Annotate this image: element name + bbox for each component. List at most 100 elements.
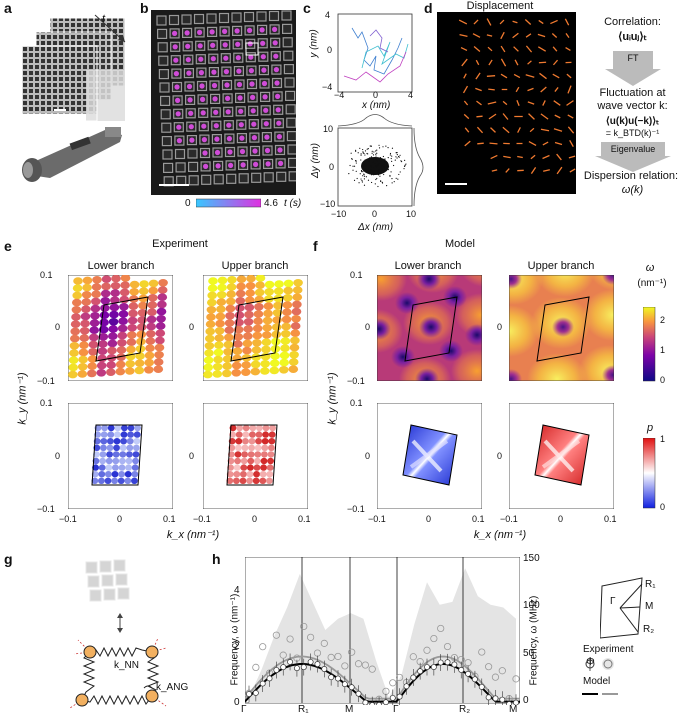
e-k-sample	[98, 340, 108, 348]
e-polarization-sample	[227, 464, 234, 471]
e-polarization-sample	[268, 438, 276, 445]
e-k-sample	[222, 355, 233, 363]
h-xtick-gamma1: Γ	[241, 704, 247, 715]
e-k-sample	[155, 322, 166, 330]
e-k-sample	[78, 355, 88, 364]
b-cell	[187, 148, 198, 159]
time-cb-min: 0	[185, 198, 191, 209]
e-k-sample	[226, 283, 237, 291]
e-k-sample	[216, 298, 227, 306]
b-cell	[256, 11, 267, 22]
e-k-sample	[244, 303, 255, 312]
displacement-arrow	[553, 100, 561, 106]
f-lower-minimum	[377, 318, 391, 340]
f-upper-minimum	[509, 275, 522, 289]
e-k-sample	[223, 340, 234, 349]
e-k-sample	[117, 324, 128, 333]
e-k-sample	[73, 277, 83, 285]
displacement-arrow	[552, 46, 558, 52]
time-cb-max: 4.6	[264, 198, 278, 209]
p-colorbar	[643, 438, 656, 509]
c-scatter-point	[371, 174, 373, 176]
e-k-sample	[157, 293, 168, 301]
e-k-sample	[273, 301, 283, 310]
c-scatter-point	[395, 177, 397, 179]
f-upper-maximum	[535, 275, 595, 297]
e-k-sample	[89, 326, 99, 334]
b-cell	[263, 172, 274, 183]
b-tracked-particle	[273, 53, 279, 59]
e-k-sample	[79, 341, 89, 349]
displacement-arrow	[486, 75, 496, 77]
e-k-sample	[135, 352, 145, 360]
b-tracked-particle	[197, 43, 203, 49]
e-polarization-sample	[226, 471, 234, 478]
e-polarization-sample	[242, 438, 249, 445]
c-scatter-point	[352, 169, 354, 171]
e-polarization-sample	[92, 457, 100, 465]
e-k-sample	[116, 346, 127, 354]
e-k-sample	[110, 282, 121, 290]
e-polarization-sample	[246, 471, 254, 478]
displacement-arrow	[476, 126, 484, 134]
h-exp-lower-point	[273, 667, 280, 673]
ft-label: FT	[627, 53, 639, 63]
legend-model-lines	[582, 693, 618, 695]
e-k-sample	[205, 327, 215, 336]
e-k-sample	[217, 283, 227, 292]
c-scatter-point	[400, 160, 402, 162]
c-scatter-point	[365, 176, 367, 178]
b-tracked-particle	[276, 120, 282, 126]
c-scatter-point	[378, 144, 380, 146]
b-tracked-particle	[225, 95, 231, 101]
b-tracked-particle	[275, 93, 281, 99]
displacement-arrow	[525, 33, 532, 38]
b-tracked-particle	[248, 54, 254, 60]
e-k-sample	[214, 341, 224, 349]
c-scatter-point	[374, 162, 376, 165]
b-cell	[238, 173, 249, 184]
h-exp-lower-point	[417, 668, 424, 675]
e-k-sample	[264, 295, 274, 303]
displacement-arrow	[488, 113, 497, 120]
c-scatter-point	[360, 169, 363, 172]
c-scatter-point	[372, 161, 374, 164]
h-exp-lower-point	[300, 664, 307, 671]
e-polarization-sample	[249, 431, 256, 438]
f-lower-minimum	[415, 368, 439, 381]
h-exp-upper-point	[334, 652, 342, 661]
b-tracked-particle	[240, 162, 246, 168]
d-fluct-formula1: ⟨u(k)u(−k)⟩ₜ	[605, 116, 660, 127]
b-cell	[187, 161, 199, 172]
e-k-sample	[91, 283, 102, 291]
e-upper-label: Upper branch	[221, 260, 289, 272]
e-k-sample	[251, 353, 261, 361]
e-k-sample	[157, 286, 168, 294]
e-k-sample	[245, 289, 255, 297]
e-k-sample	[264, 280, 275, 289]
d-disp2: ω(k)	[621, 184, 644, 196]
h-exp-upper-point	[478, 648, 486, 656]
e-k-sample	[291, 307, 302, 316]
b-tracked-particle	[214, 136, 220, 142]
e-ytick-bot-0: 0	[55, 451, 61, 461]
e-polarization-sample	[267, 451, 275, 458]
e-k-sample	[98, 325, 109, 334]
displacement-arrow	[567, 114, 574, 119]
c-top-ytick-0: 4	[325, 10, 331, 20]
c-scatter-point	[376, 149, 378, 151]
b-tracked-particle	[223, 55, 229, 61]
h-exp-upper-point	[443, 642, 452, 651]
h-exp-lower-point	[499, 696, 506, 703]
bz-r2: R₂	[643, 624, 655, 635]
e-k-sample	[224, 326, 234, 334]
displacement-arrow	[550, 19, 558, 25]
e-k-sample	[72, 291, 82, 300]
e-ytick-top-m1: −0.1	[37, 376, 55, 386]
h-exp-lower-point	[259, 680, 266, 687]
panel-a-graphic	[21, 14, 126, 182]
e-polarization-sample	[93, 451, 100, 458]
f-xlabel: k_x (nm⁻¹)	[473, 529, 527, 541]
b-tracked-particle	[250, 108, 256, 114]
b-tracked-particle	[222, 42, 228, 48]
